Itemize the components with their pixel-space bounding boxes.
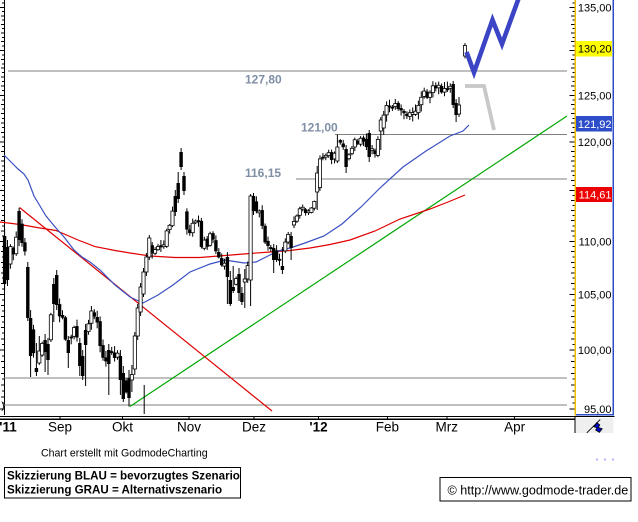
svg-text:127,80: 127,80 [245,73,282,87]
svg-text:116,15: 116,15 [245,166,281,180]
svg-text:Apr: Apr [504,420,526,435]
svg-text:© http://www.godmode-trader.de: © http://www.godmode-trader.de [448,483,629,497]
svg-text:120,00: 120,00 [578,137,612,149]
svg-text:Feb: Feb [376,420,399,435]
svg-text:121,92: 121,92 [578,119,612,131]
svg-text:Skizzierung GRAU = Alternativs: Skizzierung GRAU = Alternativszenario [7,484,222,497]
svg-text:114,61: 114,61 [579,189,612,201]
svg-text:Okt: Okt [112,420,133,435]
svg-text:'12: '12 [309,420,327,435]
svg-text:130,20: 130,20 [578,44,612,56]
svg-text:Sep: Sep [48,420,72,435]
svg-text:'11: '11 [0,420,17,435]
svg-text:105,00: 105,00 [578,289,612,301]
svg-text:Nov: Nov [177,420,201,435]
svg-text:100,00: 100,00 [578,345,612,357]
svg-text:): ) [1,401,4,412]
svg-text:Skizzierung BLAU = bevorzugtes: Skizzierung BLAU = bevorzugtes Szenario [7,470,240,483]
svg-text:Chart erstellt mit GodmodeChar: Chart erstellt mit GodmodeCharting [41,447,208,459]
svg-text:95,00: 95,00 [584,404,612,416]
svg-text:110,00: 110,00 [579,236,612,248]
svg-text:121,00: 121,00 [301,121,338,135]
svg-text:Mrz: Mrz [436,420,459,435]
svg-text:135,00: 135,00 [578,2,612,14]
svg-text:Dez: Dez [242,420,266,435]
svg-text:125,00: 125,00 [578,90,612,102]
